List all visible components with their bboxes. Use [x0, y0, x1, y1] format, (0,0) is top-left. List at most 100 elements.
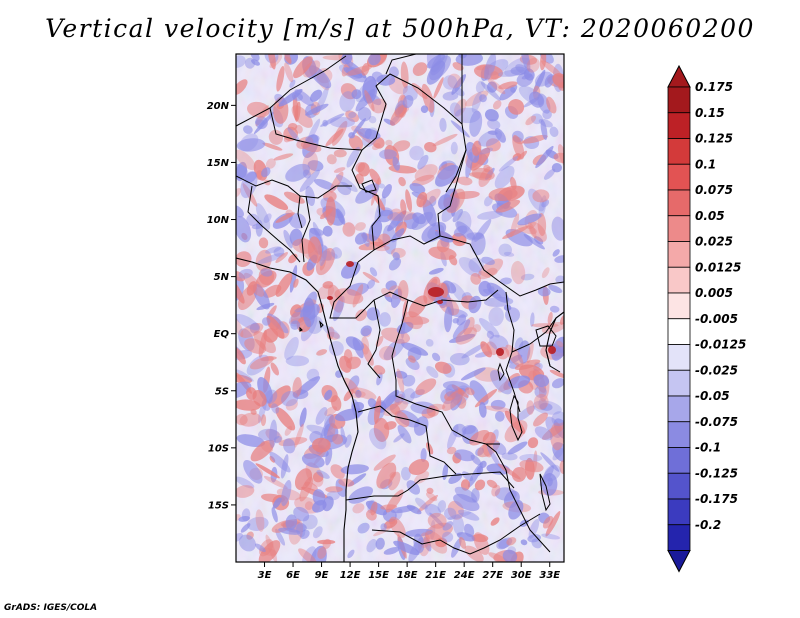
updraft-patch: [510, 176, 517, 190]
downdraft-patch: [369, 427, 387, 450]
updraft-patch: [304, 501, 314, 510]
downdraft-patch: [368, 115, 377, 124]
updraft-patch: [258, 539, 274, 557]
lake-victoria: [535, 325, 557, 347]
downdraft-patch: [383, 547, 400, 555]
downdraft-patch: [378, 389, 399, 413]
updraft-patch: [487, 78, 506, 95]
colorbar-swatch: [667, 421, 691, 448]
updraft-patch: [332, 434, 344, 445]
updraft-patch: [398, 176, 406, 187]
downdraft-patch: [520, 54, 531, 73]
downdraft-patch: [312, 500, 327, 513]
axis-ticks: [231, 104, 551, 567]
updraft-patch: [255, 509, 265, 532]
updraft-patch: [294, 124, 303, 134]
downdraft-patch: [305, 185, 316, 207]
downdraft-patch: [392, 156, 400, 171]
downdraft-patch: [260, 268, 273, 277]
updraft-patch: [285, 209, 294, 218]
downdraft-patch: [387, 210, 407, 232]
colorbar-label: -0.025: [695, 363, 738, 377]
updraft-patch: [392, 140, 411, 152]
downdraft-patch: [551, 378, 564, 389]
updraft-patch: [472, 324, 482, 333]
lon-tick-label: 27E: [482, 570, 503, 581]
updraft-patch: [447, 73, 462, 89]
downdraft-patch: [549, 126, 559, 138]
downdraft-patch: [474, 219, 492, 242]
updraft-patch: [480, 341, 493, 358]
downdraft-patch: [489, 334, 509, 351]
updraft-patch: [425, 530, 448, 554]
downdraft-patch: [468, 295, 482, 314]
updraft-patch: [421, 83, 435, 113]
updraft-patch: [390, 104, 406, 126]
colorbar-swatch: [667, 138, 691, 165]
lat-tick-label: 5N: [214, 272, 230, 283]
updraft-patch: [268, 385, 291, 408]
downdraft-patch: [533, 374, 550, 387]
downdraft-patch: [263, 213, 272, 224]
downdraft-patch: [281, 480, 292, 507]
downdraft-patch: [552, 249, 560, 257]
downdraft-patch: [273, 435, 282, 444]
downdraft-patch: [478, 280, 492, 297]
updraft-patch: [434, 361, 452, 374]
downdraft-patch: [442, 521, 454, 531]
lon-tick-label: 9E: [315, 570, 329, 581]
downdraft-patch: [241, 508, 251, 522]
downdraft-patch: [388, 257, 402, 271]
updraft-patch: [511, 466, 527, 483]
updraft-patch: [252, 389, 267, 407]
downdraft-patch: [236, 476, 255, 489]
updraft-patch: [553, 152, 564, 164]
downdraft-patch: [519, 453, 543, 463]
downdraft-patch: [269, 451, 291, 473]
downdraft-patch: [255, 119, 265, 126]
lon-tick-label: 6E: [286, 570, 300, 581]
downdraft-patch: [442, 531, 454, 543]
downdraft-patch: [417, 154, 429, 170]
lon-tick-label: 3E: [258, 570, 272, 581]
downdraft-patch: [296, 376, 321, 396]
downdraft-patch: [236, 369, 254, 382]
downdraft-patch: [428, 267, 444, 275]
colorbar-top-arrow: [667, 64, 691, 88]
downdraft-patch: [450, 141, 458, 155]
downdraft-patch: [309, 545, 327, 562]
updraft-patch: [526, 400, 535, 415]
updraft-patch: [533, 393, 549, 410]
colorbar-swatch: [667, 472, 691, 500]
updraft-patch: [541, 321, 564, 334]
downdraft-patch: [294, 89, 314, 107]
downdraft-patch: [510, 86, 516, 93]
downdraft-patch: [425, 338, 434, 347]
map-plot-area: 20N 15N 10N 5N EQ 5S 10S 15S 3E 6E 9E 12E 15E 18E 21E 2…: [207, 53, 565, 581]
colorbar-label: -0.175: [695, 492, 738, 506]
updraft-patch: [448, 255, 458, 266]
colorbar-label: 0.1: [695, 157, 716, 171]
downdraft-patch: [531, 113, 543, 125]
colorbar-swatch: [667, 498, 691, 526]
downdraft-patch: [331, 247, 342, 259]
updraft-patch: [532, 189, 550, 203]
updraft-patch: [400, 199, 407, 215]
downdraft-patch: [535, 145, 554, 169]
updraft-patch: [417, 494, 438, 513]
updraft-patch: [239, 412, 262, 427]
downdraft-patch: [379, 149, 397, 160]
downdraft-patch: [404, 528, 433, 537]
updraft-patch: [371, 143, 381, 151]
downdraft-patch: [452, 208, 463, 223]
downdraft-patch: [246, 516, 269, 531]
colorbar-label: -0.075: [695, 415, 738, 429]
downdraft-patch: [396, 321, 414, 334]
lat-tick-label: 15N: [207, 158, 230, 169]
downdraft-patch: [551, 336, 564, 361]
downdraft-patch: [278, 527, 301, 535]
downdraft-patch: [442, 75, 458, 90]
updraft-patch: [527, 437, 539, 449]
downdraft-patch: [549, 305, 560, 313]
west-africa-coast: [236, 257, 359, 562]
